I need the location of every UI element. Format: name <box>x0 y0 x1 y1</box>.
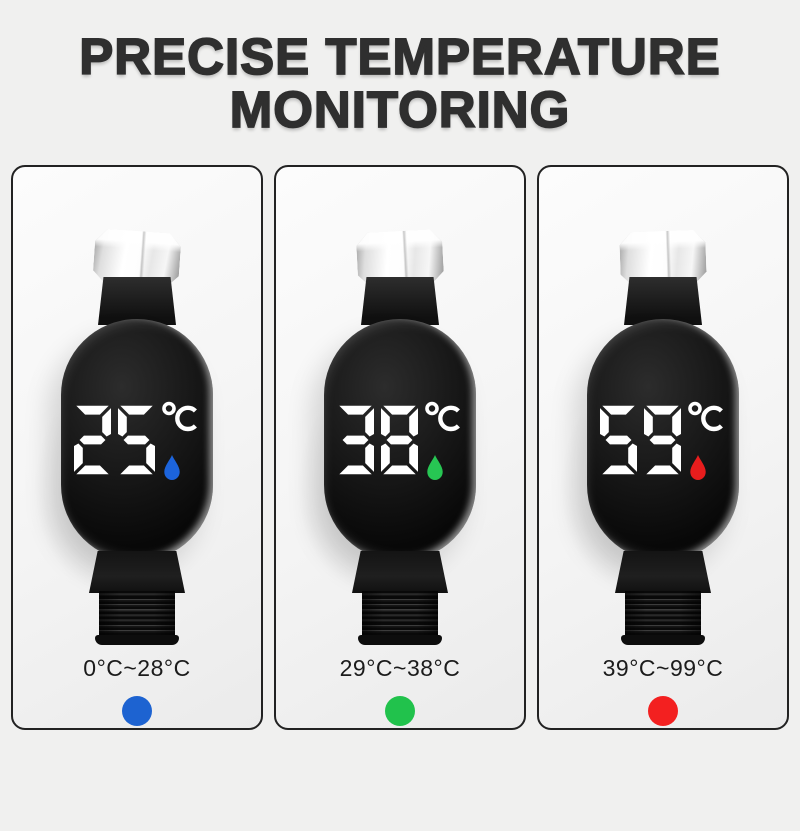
title-line-2: MONITORING <box>229 80 571 138</box>
unit-column <box>162 400 200 481</box>
temperature-display <box>324 319 476 561</box>
temperature-panel-hot: 39°C~99°C <box>534 165 789 731</box>
water-drop-icon <box>427 454 443 480</box>
temperature-color-dot <box>385 696 415 727</box>
temperature-panel-warm: 29°C~38°C <box>271 165 526 731</box>
threaded-connector <box>625 591 701 639</box>
device-body <box>61 319 213 562</box>
title-line-1: PRECISE TEMPERATURE <box>78 28 721 85</box>
seven-segment-digits <box>600 403 681 477</box>
seven-segment-digits <box>74 403 155 477</box>
seven-segment-digits <box>337 403 418 477</box>
top-collar <box>98 277 176 326</box>
degree-celsius-unit <box>688 401 723 431</box>
bottom-collar <box>615 551 711 594</box>
top-collar <box>361 277 439 326</box>
water-drop-icon <box>164 454 180 480</box>
water-drop-icon <box>690 454 706 480</box>
temperature-range-label: 29°C~38°C <box>339 655 461 682</box>
temperature-panel-cold: 0°C~28°C <box>8 165 263 731</box>
temperature-color-dot <box>122 696 152 727</box>
temperature-range-label: 39°C~99°C <box>602 655 724 682</box>
temperature-display <box>61 319 213 561</box>
temperature-range-label: 0°C~28°C <box>83 655 191 682</box>
top-collar <box>624 277 702 326</box>
device-body <box>324 319 476 562</box>
temperature-panels-row: 0°C~28°C <box>0 165 800 731</box>
unit-column <box>688 400 726 481</box>
connector-flare <box>358 635 442 646</box>
temperature-display <box>587 319 739 561</box>
threaded-connector <box>99 591 175 639</box>
thermometer-device <box>8 231 232 646</box>
degree-celsius-unit <box>425 401 460 431</box>
threaded-connector <box>362 591 438 639</box>
bottom-collar <box>89 551 185 594</box>
degree-celsius-unit <box>162 401 197 431</box>
thermometer-device <box>534 231 758 646</box>
unit-column <box>425 400 463 481</box>
connector-flare <box>621 635 705 646</box>
page-title: PRECISE TEMPERATURE MONITORING <box>0 28 800 138</box>
bottom-collar <box>352 551 448 594</box>
temperature-color-dot <box>648 696 678 727</box>
thermometer-device <box>271 231 495 646</box>
connector-flare <box>95 635 179 646</box>
device-body <box>587 319 739 562</box>
